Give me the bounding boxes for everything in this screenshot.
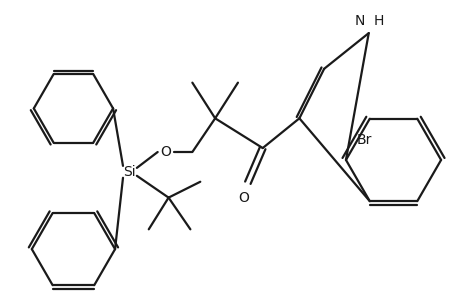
Text: O: O [160, 145, 171, 159]
Text: Br: Br [357, 133, 372, 147]
Text: O: O [238, 191, 249, 205]
Text: H: H [373, 14, 383, 28]
Text: N: N [354, 14, 364, 28]
Text: Si: Si [122, 165, 135, 179]
